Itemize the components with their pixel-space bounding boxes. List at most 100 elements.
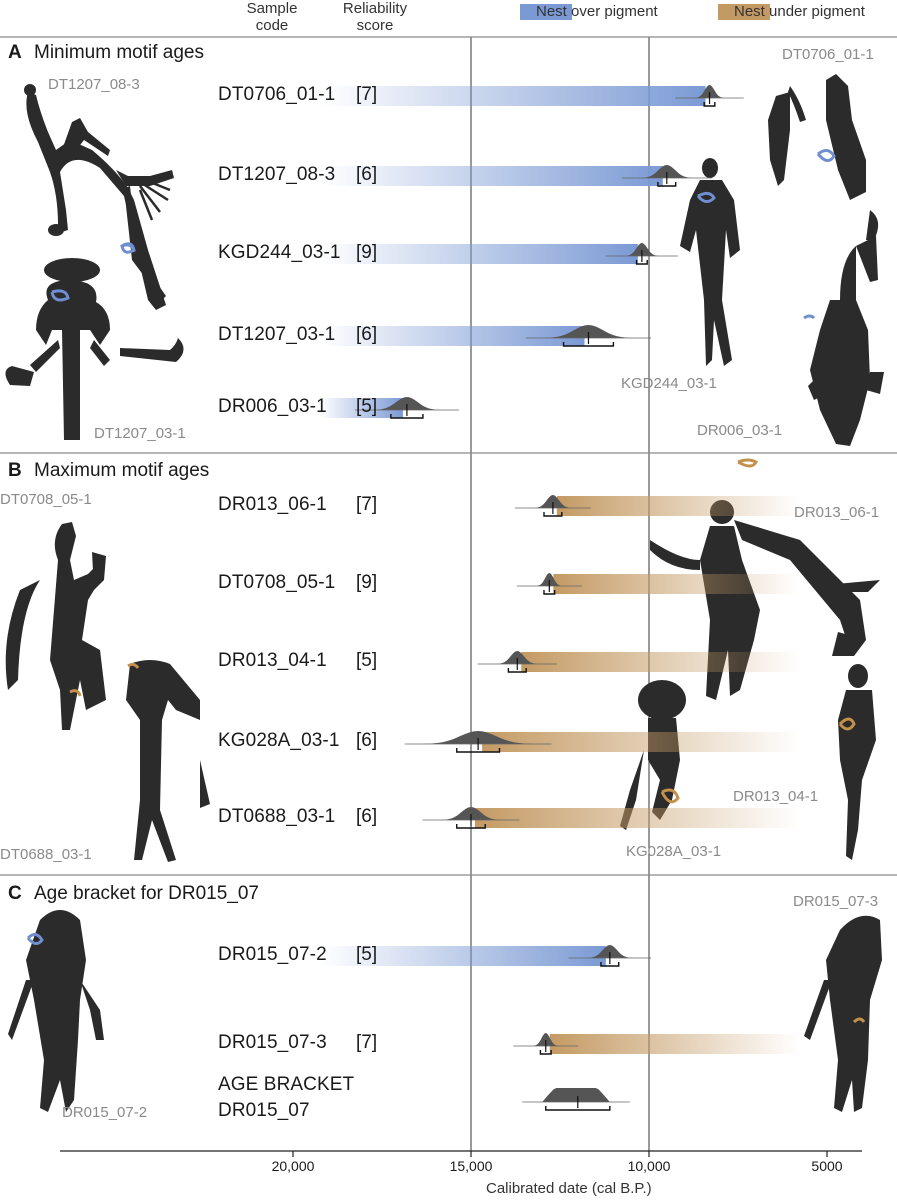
bar-nest-under <box>482 732 800 752</box>
nest-under-marker <box>69 689 82 697</box>
panel-b-letter: B <box>8 460 22 481</box>
bar-nest-under <box>553 574 800 594</box>
sample-row <box>422 807 800 829</box>
error-bracket <box>507 668 527 673</box>
bar-nest-under <box>549 1034 800 1054</box>
sample-row <box>477 651 800 673</box>
bar-nest-over <box>320 946 606 966</box>
probability-distribution <box>625 243 658 256</box>
sample-code: AGE BRACKET <box>218 1074 355 1095</box>
rock-art-dr015-07-2 <box>8 910 104 1112</box>
reliability-score: [5] <box>356 396 378 417</box>
image-label: KGD244_03-1 <box>621 375 717 392</box>
rock-art-dr013-04-1 <box>838 664 876 860</box>
sample-code: DT1207_03-1 <box>218 324 336 345</box>
x-tick-label: 5000 <box>811 1158 843 1174</box>
probability-distribution <box>641 165 692 178</box>
panel-b-title: Maximum motif ages <box>34 460 210 481</box>
probability-distribution <box>424 731 532 744</box>
reliability-score: [6] <box>356 164 378 185</box>
sample-code: DT0706_01-1 <box>218 84 336 105</box>
data-layer <box>320 85 800 1111</box>
sample-row <box>320 243 678 265</box>
image-label: DR015_07-2 <box>62 1104 148 1121</box>
probability-distribution <box>536 573 562 586</box>
bar-nest-over <box>320 398 403 418</box>
legend-label-over: Nest over pigment <box>536 3 658 20</box>
rock-art-dt0706-01-1 <box>768 74 866 200</box>
sample-code: KG028A_03-1 <box>218 730 340 751</box>
sample-row <box>320 325 652 347</box>
image-label: DT0708_05-1 <box>0 491 92 508</box>
error-bracket <box>456 824 486 829</box>
nest-over-marker <box>696 191 716 203</box>
bar-nest-over <box>320 166 663 186</box>
nest-over-marker <box>803 314 816 320</box>
sample-code: DT1207_08-3 <box>218 164 336 185</box>
sample-code: DR015_07-3 <box>218 1032 327 1053</box>
nest-under-marker <box>127 662 140 669</box>
error-bracket <box>539 1050 552 1055</box>
reliability-score: [6] <box>356 730 378 751</box>
reliability-score: [9] <box>356 572 378 593</box>
error-bracket <box>703 102 716 107</box>
header-sample-code: Sample code <box>246 0 298 34</box>
sample-row <box>513 1033 800 1055</box>
image-label: DT0688_03-1 <box>0 846 92 863</box>
probability-distribution <box>374 397 439 410</box>
sample-row <box>320 945 652 967</box>
reliability-score: [7] <box>356 494 378 515</box>
reliability-score: [6] <box>356 324 378 345</box>
error-bracket <box>635 260 648 265</box>
error-bracket <box>562 342 615 347</box>
panel-a-title: Minimum motif ages <box>34 42 204 63</box>
image-label: DR006_03-1 <box>697 422 783 439</box>
x-axis-label: Calibrated date (cal B.P.) <box>486 1180 652 1197</box>
probability-distribution <box>442 807 500 820</box>
sample-row <box>320 397 459 419</box>
sample-row <box>320 85 744 107</box>
bar-nest-over <box>320 326 585 346</box>
error-bracket <box>390 414 424 419</box>
panel-c-title: Age bracket for DR015_07 <box>34 883 259 904</box>
sample-code: KGD244_03-1 <box>218 242 341 263</box>
image-label: DR015_07-3 <box>793 893 879 910</box>
error-bracket <box>456 748 501 753</box>
reliability-score: [7] <box>356 84 378 105</box>
reliability-score: [5] <box>356 650 378 671</box>
sample-code: DR015_07-2 <box>218 944 327 965</box>
x-tick-label: 20,000 <box>271 1158 315 1174</box>
header-reliability-score: Reliability score <box>342 0 408 34</box>
sample-code: DT0688_03-1 <box>218 806 336 827</box>
sample-row <box>516 573 800 595</box>
legend-swatch-over <box>520 4 572 20</box>
reliability-score: [7] <box>356 1032 378 1053</box>
panel-c-letter: C <box>8 883 22 904</box>
error-bracket <box>543 590 556 595</box>
rock-art-dt1207-08-3 <box>24 84 174 310</box>
image-label: DR013_06-1 <box>794 504 880 521</box>
image-label: DR013_04-1 <box>733 788 819 805</box>
bar-nest-under <box>475 808 800 828</box>
bar-nest-under <box>521 652 800 672</box>
nest-under-marker <box>737 458 759 468</box>
probability-distribution <box>588 945 632 958</box>
image-label: DT1207_08-3 <box>48 76 140 93</box>
rock-art-dt0708-05-1 <box>5 522 106 730</box>
sample-row <box>404 731 800 753</box>
rock-art-dr006-03-1 <box>808 210 884 446</box>
sample-row <box>522 1088 630 1111</box>
image-label: KG028A_03-1 <box>626 843 722 860</box>
nest-under-marker <box>838 717 856 731</box>
nest-under-marker <box>660 788 680 804</box>
probability-distribution <box>695 85 724 98</box>
sample-row <box>515 495 800 517</box>
rock-art-dr015-07-3 <box>804 915 882 1112</box>
error-bracket <box>543 512 563 517</box>
sample-row <box>320 165 712 187</box>
probability-distribution <box>545 325 632 338</box>
rock-art-dt1207-03-1 <box>5 258 184 440</box>
rock-art-dt0688-03-1 <box>126 660 210 862</box>
nest-over-marker <box>26 933 44 945</box>
legend-swatch-under <box>718 4 770 20</box>
